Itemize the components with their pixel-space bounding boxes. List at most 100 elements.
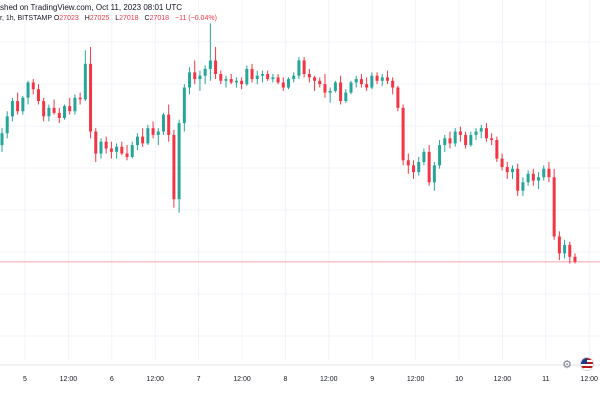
- candle-body: [188, 72, 192, 88]
- candle-body: [16, 101, 20, 112]
- x-tick-label: 12:00: [320, 376, 338, 383]
- legend-low-value: 27018: [119, 15, 139, 22]
- gear-icon[interactable]: ⚙: [562, 359, 572, 371]
- candle-body: [391, 80, 395, 88]
- legend-open-label: O: [53, 15, 60, 22]
- candle-body: [417, 162, 421, 173]
- candle-body: [500, 158, 504, 168]
- x-tick-label: 6: [110, 376, 114, 383]
- candle-body: [99, 141, 103, 154]
- candle-body: [182, 87, 186, 124]
- candle-body: [375, 75, 379, 81]
- x-tick-label: 12:00: [60, 376, 78, 383]
- candle-body: [474, 131, 478, 135]
- candle-body: [438, 145, 442, 166]
- candle-body: [370, 75, 374, 88]
- candle-body: [432, 165, 436, 183]
- chart-header: shed on TradingView.com, Oct 11, 2023 08…: [0, 3, 183, 12]
- candle-body: [328, 90, 332, 93]
- candle-body: [526, 173, 530, 183]
- x-tick-label: 10: [455, 376, 463, 383]
- ohlc-legend: r, 1h, BITSTAMP O27023 H27025 L27018 C27…: [0, 15, 221, 22]
- candle-body: [318, 80, 322, 85]
- candle-body: [224, 79, 228, 81]
- candle-body: [542, 168, 546, 178]
- candle-body: [510, 168, 514, 173]
- x-tick-label: 5: [23, 376, 27, 383]
- candle-body: [177, 123, 181, 200]
- candle-body: [464, 134, 468, 146]
- candle-body: [490, 138, 494, 140]
- candle-body: [36, 89, 40, 102]
- x-tick-label: 12:00: [580, 376, 598, 383]
- candle-body: [380, 77, 384, 81]
- candle-body: [78, 97, 82, 100]
- candle-body: [359, 79, 363, 85]
- candle-body: [146, 128, 150, 144]
- candle-body: [120, 146, 124, 154]
- candle-body: [281, 82, 285, 88]
- candle-body: [115, 146, 119, 152]
- candle-body: [385, 77, 389, 81]
- candle-body: [10, 101, 14, 117]
- candle-body: [266, 74, 270, 80]
- candle-body: [307, 74, 311, 78]
- candle-body: [354, 79, 358, 83]
- candle-body: [47, 107, 51, 117]
- x-tick-label: 12:00: [146, 376, 164, 383]
- x-tick-label: 12:00: [494, 376, 512, 383]
- candle-body: [563, 244, 567, 254]
- candle-body: [521, 182, 525, 191]
- candle-body: [109, 148, 113, 152]
- candle-body: [401, 107, 405, 161]
- x-tick-label: 7: [197, 376, 201, 383]
- legend-close-label: C: [144, 15, 150, 22]
- candle-body: [26, 82, 30, 98]
- x-tick-label: 9: [370, 376, 374, 383]
- candle-body: [63, 106, 67, 118]
- candle-body: [427, 151, 431, 183]
- candle-body: [448, 138, 452, 144]
- candle-body: [21, 97, 25, 112]
- candle-body: [271, 77, 275, 80]
- candle-body: [516, 168, 520, 191]
- candle-body: [479, 128, 483, 132]
- legend-low-label: L: [115, 15, 120, 22]
- candle-body: [505, 167, 509, 173]
- legend-high-label: H: [84, 15, 90, 22]
- legend-symbol: r, 1h, BITSTAMP: [0, 15, 52, 22]
- candle-body: [193, 72, 197, 80]
- candle-body: [89, 63, 93, 132]
- candle-body: [406, 160, 410, 166]
- candle-body: [104, 141, 108, 149]
- candle-body: [0, 133, 4, 146]
- candle-body: [453, 131, 457, 144]
- candle-body: [135, 136, 139, 146]
- candle-body: [219, 74, 223, 81]
- candle-body: [151, 128, 155, 135]
- candle-body: [73, 97, 77, 112]
- legend-close-value: 27018: [149, 15, 170, 22]
- candle-body: [5, 116, 9, 134]
- candle-body: [412, 165, 416, 173]
- candle-body: [57, 112, 61, 118]
- x-tick-label: 8: [283, 376, 287, 383]
- us-flag-icon[interactable]: [580, 357, 594, 371]
- candle-body: [365, 84, 369, 88]
- x-tick-label: 12:00: [233, 376, 251, 383]
- candle-body: [396, 87, 400, 108]
- candle-body: [302, 60, 306, 74]
- candle-body: [297, 60, 301, 76]
- candle-body: [203, 68, 207, 76]
- candle-body: [214, 60, 218, 74]
- candle-body: [250, 68, 254, 80]
- candle-body: [52, 107, 56, 113]
- candle-body: [276, 77, 280, 83]
- candle-body: [287, 79, 290, 88]
- legend-high-value: 27025: [89, 15, 110, 22]
- x-tick-label: 12:00: [407, 376, 425, 383]
- candle-body: [344, 92, 348, 102]
- candle-body: [167, 114, 171, 135]
